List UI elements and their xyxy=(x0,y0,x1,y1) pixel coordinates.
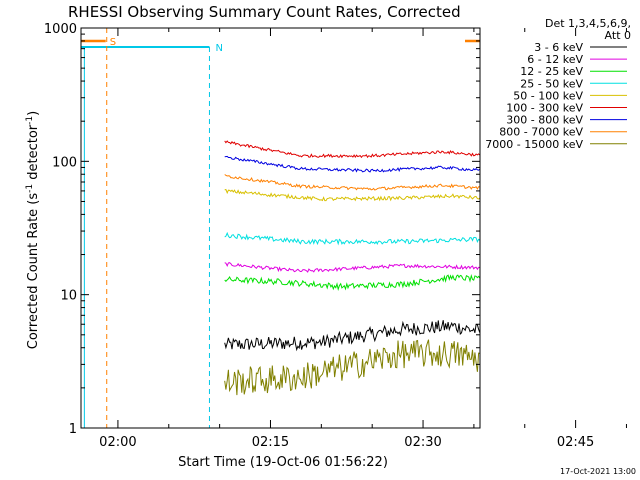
y-tick-label: 1 xyxy=(69,422,77,437)
y-axis-label-end: ) xyxy=(26,111,41,116)
series-group: SN xyxy=(81,28,480,428)
legend-label-3: 25 - 50 keV xyxy=(520,77,583,90)
legend-label-7: 800 - 7000 keV xyxy=(499,126,583,139)
x-tick-label: 02:15 xyxy=(252,435,289,450)
x-axis-label: Start Time (19-Oct-06 01:56:22) xyxy=(178,455,388,470)
y-tick-label: 100 xyxy=(52,155,77,170)
legend-label-8: 7000 - 15000 keV xyxy=(485,138,583,151)
y-axis-label-main: Corrected Count Rate (s xyxy=(26,193,41,350)
chart-title: RHESSI Observing Summary Count Rates, Co… xyxy=(68,3,461,21)
x-tick-label: 02:45 xyxy=(557,435,594,450)
legend-label-6: 300 - 800 keV xyxy=(506,114,583,127)
y-tick-label: 1000 xyxy=(44,22,77,37)
saa-label: S xyxy=(110,37,116,48)
series-line-6 xyxy=(224,155,480,173)
series-line-2 xyxy=(224,274,480,292)
y-tick-label: 10 xyxy=(60,289,77,304)
legend-header-attenuator: Att 0 xyxy=(605,29,631,42)
series-line-0 xyxy=(224,320,480,352)
legend-label-4: 50 - 100 keV xyxy=(513,89,583,102)
x-tick-label: 02:00 xyxy=(99,435,136,450)
legend-header-detectors: Det 1,3,4,5,6,9, xyxy=(545,17,631,30)
footer-date: 17-Oct-2021 13:00 xyxy=(560,467,636,476)
legend-label-0: 3 - 6 keV xyxy=(534,41,583,54)
plot-area: SN110100100002:0002:1502:3002:4503:0003:… xyxy=(44,22,627,450)
legend-label-2: 12 - 25 keV xyxy=(520,65,583,78)
legend-label-5: 100 - 300 keV xyxy=(506,102,583,115)
y-axis-label-sup2: -1 xyxy=(25,116,35,125)
y-axis-label-mid: detector xyxy=(26,124,41,184)
series-line-7 xyxy=(224,174,480,191)
series-line-5 xyxy=(224,140,480,159)
x-tick-label: 02:30 xyxy=(404,435,441,450)
series-line-8 xyxy=(224,339,480,396)
legend-label-1: 6 - 12 keV xyxy=(527,53,583,66)
night-label: N xyxy=(216,43,223,54)
y-axis-label: Corrected Count Rate (s-1 detector-1) xyxy=(25,111,41,349)
y-axis-label-sup1: -1 xyxy=(25,184,35,193)
series-line-1 xyxy=(224,262,480,273)
series-line-3 xyxy=(224,231,480,246)
plot-frame xyxy=(80,27,481,429)
series-line-4 xyxy=(224,188,480,202)
